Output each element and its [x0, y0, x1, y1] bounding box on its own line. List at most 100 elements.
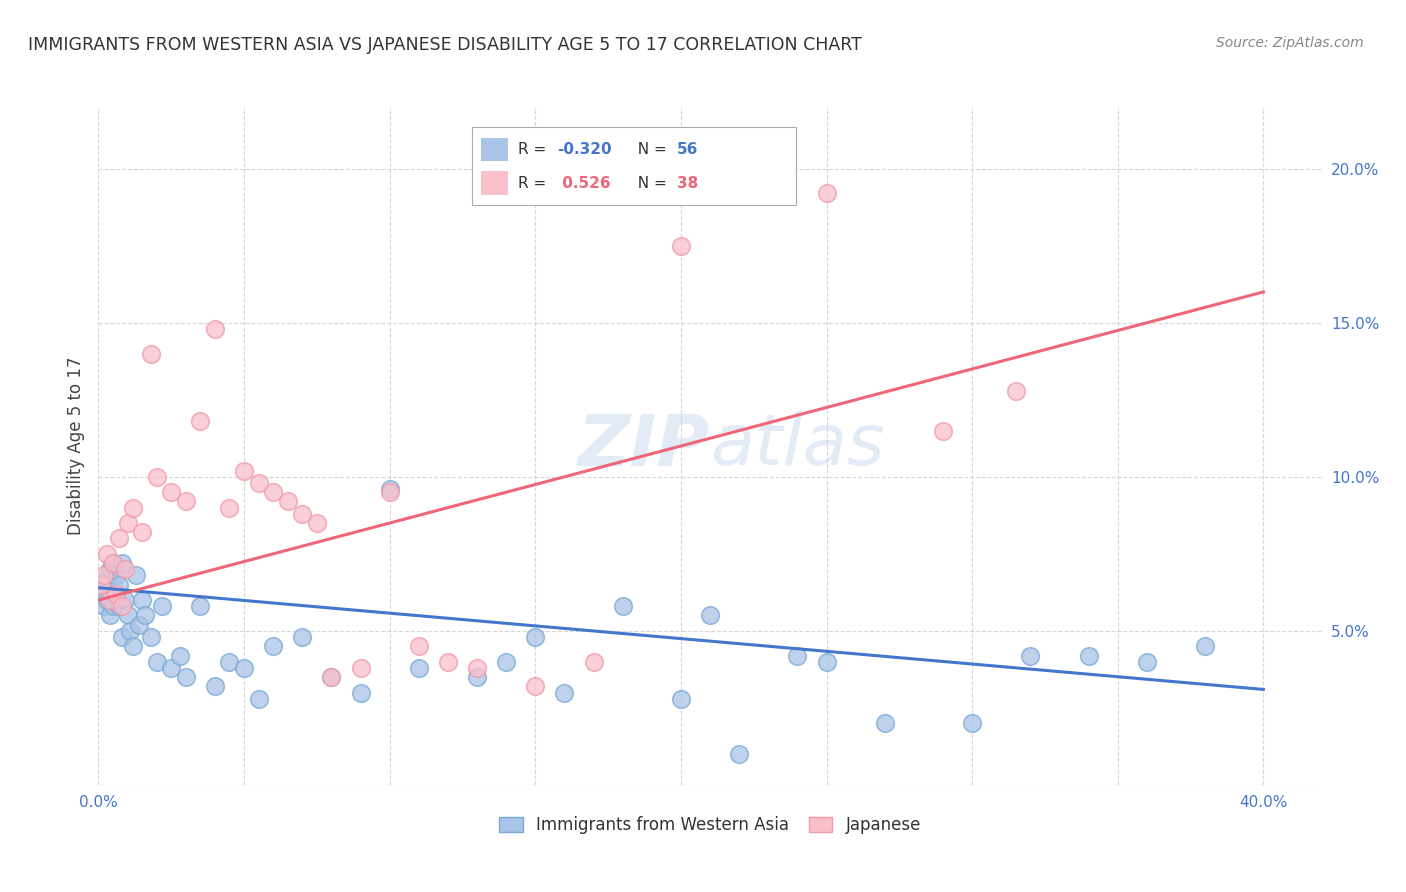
- Point: [378, 485, 401, 500]
- Point: [139, 346, 162, 360]
- Point: [524, 630, 547, 644]
- Point: [815, 186, 838, 201]
- Point: [108, 599, 131, 614]
- Point: [728, 747, 751, 761]
- Point: [408, 661, 430, 675]
- Point: [93, 599, 115, 614]
- Point: [1004, 384, 1026, 398]
- Point: [786, 648, 808, 663]
- Point: [465, 661, 488, 675]
- Point: [247, 691, 270, 706]
- Point: [262, 640, 284, 654]
- Point: [262, 485, 284, 500]
- Point: [233, 464, 256, 478]
- Text: atlas: atlas: [710, 411, 884, 481]
- Point: [120, 624, 142, 638]
- Point: [188, 599, 212, 614]
- Point: [131, 525, 153, 540]
- Point: [96, 572, 118, 586]
- Text: 38: 38: [678, 176, 699, 191]
- Point: [218, 500, 240, 515]
- Point: [101, 599, 124, 614]
- Point: [169, 648, 191, 663]
- Point: [582, 655, 605, 669]
- Point: [291, 630, 314, 644]
- Point: [321, 670, 343, 684]
- Point: [1194, 640, 1216, 654]
- Point: [495, 655, 517, 669]
- Point: [188, 414, 212, 428]
- Text: R =: R =: [517, 176, 551, 191]
- Point: [90, 577, 112, 591]
- Text: N =: N =: [628, 142, 672, 157]
- Point: [93, 568, 115, 582]
- Point: [101, 556, 124, 570]
- Text: Source: ZipAtlas.com: Source: ZipAtlas.com: [1216, 36, 1364, 50]
- Point: [104, 568, 127, 582]
- Point: [104, 587, 127, 601]
- Point: [1136, 655, 1159, 669]
- Point: [204, 322, 226, 336]
- Point: [98, 593, 121, 607]
- FancyBboxPatch shape: [481, 171, 508, 195]
- Point: [669, 238, 692, 252]
- Point: [218, 655, 240, 669]
- Text: N =: N =: [628, 176, 672, 191]
- Text: R =: R =: [517, 142, 551, 157]
- Point: [728, 177, 751, 191]
- Y-axis label: Disability Age 5 to 17: Disability Age 5 to 17: [66, 357, 84, 535]
- Point: [101, 556, 124, 570]
- Point: [873, 716, 896, 731]
- Point: [128, 617, 150, 632]
- Point: [117, 608, 139, 623]
- Point: [145, 470, 167, 484]
- Point: [131, 593, 153, 607]
- Point: [524, 679, 547, 693]
- Point: [122, 500, 145, 515]
- FancyBboxPatch shape: [471, 128, 796, 205]
- Point: [114, 593, 136, 607]
- Point: [305, 516, 328, 530]
- Point: [104, 587, 127, 601]
- Point: [960, 716, 983, 731]
- Point: [117, 516, 139, 530]
- Point: [465, 670, 488, 684]
- Legend: Immigrants from Western Asia, Japanese: Immigrants from Western Asia, Japanese: [489, 806, 931, 845]
- Text: 56: 56: [678, 142, 699, 157]
- Point: [277, 494, 299, 508]
- Point: [114, 562, 136, 576]
- Text: IMMIGRANTS FROM WESTERN ASIA VS JAPANESE DISABILITY AGE 5 TO 17 CORRELATION CHAR: IMMIGRANTS FROM WESTERN ASIA VS JAPANESE…: [28, 36, 862, 54]
- Point: [1019, 648, 1042, 663]
- Point: [111, 599, 134, 614]
- Text: 0.526: 0.526: [557, 176, 610, 191]
- Point: [349, 661, 371, 675]
- Point: [160, 485, 183, 500]
- Point: [160, 661, 183, 675]
- Point: [125, 568, 148, 582]
- Point: [233, 661, 256, 675]
- Point: [96, 547, 118, 561]
- Point: [612, 599, 634, 614]
- Point: [291, 507, 314, 521]
- Text: -0.320: -0.320: [557, 142, 612, 157]
- Point: [111, 630, 134, 644]
- Point: [553, 685, 575, 699]
- Point: [932, 424, 955, 438]
- Point: [247, 475, 270, 490]
- Point: [90, 577, 112, 591]
- Point: [93, 587, 115, 601]
- Point: [108, 577, 131, 591]
- Point: [1077, 648, 1099, 663]
- Point: [437, 655, 460, 669]
- Point: [98, 562, 121, 576]
- Point: [378, 482, 401, 496]
- Point: [111, 556, 134, 570]
- Point: [408, 640, 430, 654]
- Point: [145, 655, 167, 669]
- Point: [96, 593, 118, 607]
- Point: [321, 670, 343, 684]
- Point: [98, 608, 121, 623]
- Point: [152, 599, 174, 614]
- Point: [174, 670, 197, 684]
- Point: [349, 685, 371, 699]
